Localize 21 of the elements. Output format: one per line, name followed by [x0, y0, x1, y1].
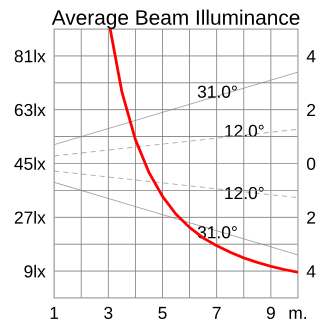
y-tick-label: 81lx — [14, 50, 46, 62]
y2-tick-label: 0 — [306, 158, 316, 170]
line-series — [108, 29, 298, 274]
y-tick-label: 63lx — [14, 103, 46, 116]
y-tick-label: 27lx — [14, 210, 46, 224]
series-label: 12.0° — [225, 186, 264, 200]
y2-tick-label: 2 — [307, 211, 316, 224]
x-tick-label: 5 — [158, 306, 167, 320]
chart-title: Average Beam Illuminance — [52, 10, 300, 30]
y2-tick-label: 2 — [307, 104, 316, 116]
y2-tick-label: 4 — [306, 50, 316, 62]
x-tick-label: 1 — [50, 306, 58, 319]
y-tick-label: 9lx — [24, 264, 46, 278]
x-tick-label: 3 — [104, 306, 112, 320]
x-tick-label: m. — [289, 310, 306, 319]
series-label: 31.0° — [198, 226, 237, 238]
y2-tick-label: 4 — [306, 265, 316, 278]
y-tick-label: 45lx — [14, 157, 46, 170]
x-tick-label: 7 — [212, 306, 221, 319]
series-label: 31.0° — [198, 86, 237, 98]
x-tick-label: 9 — [266, 306, 275, 320]
